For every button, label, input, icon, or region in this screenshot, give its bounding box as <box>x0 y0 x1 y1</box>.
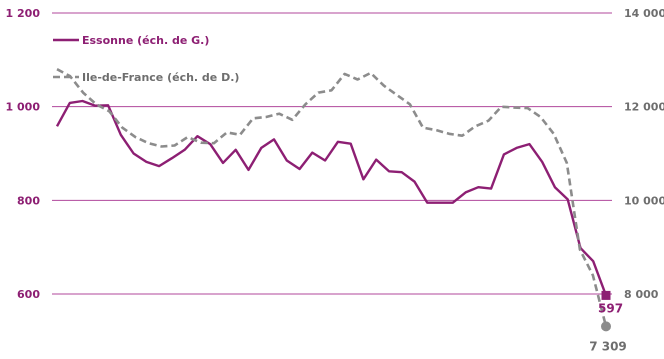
end-markers: 597 7 309 <box>589 290 627 353</box>
legend: Essonne (éch. de G.) Ile-de-France (éch. … <box>53 34 239 84</box>
end-marker-essonne <box>601 290 611 300</box>
legend-label: Ile-de-France (éch. de D.) <box>82 71 239 84</box>
left-tick-label: 1 200 <box>6 7 41 20</box>
right-tick-label: 10 000 <box>624 194 664 207</box>
right-axis-ticks: 8 000 10 000 12 000 14 000 <box>624 7 664 301</box>
right-tick-label: 8 000 <box>624 288 659 301</box>
left-tick-label: 800 <box>17 194 40 207</box>
gridlines <box>52 12 612 295</box>
series-line-essonne <box>55 99 608 296</box>
legend-label: Essonne (éch. de G.) <box>82 34 209 47</box>
right-tick-label: 14 000 <box>624 7 664 20</box>
left-axis-ticks: 600 800 1 000 1 200 <box>6 7 41 301</box>
end-label-ile-de-france: 7 309 <box>589 339 627 353</box>
right-tick-label: 12 000 <box>624 101 664 114</box>
series-lines <box>55 68 608 327</box>
end-marker-ile-de-france <box>601 321 611 332</box>
end-label-essonne: 597 <box>598 301 623 315</box>
left-tick-label: 600 <box>17 288 40 301</box>
series-line-ile-de-france <box>56 68 608 327</box>
left-tick-label: 1 000 <box>6 101 41 114</box>
